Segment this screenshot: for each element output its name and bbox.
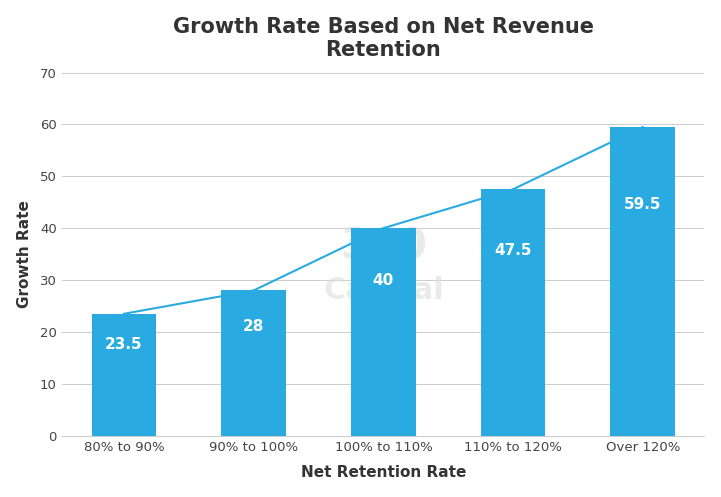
- Bar: [481, 189, 546, 436]
- Text: 59.5: 59.5: [624, 197, 661, 212]
- X-axis label: Net Retention Rate: Net Retention Rate: [301, 465, 466, 480]
- Bar: [351, 228, 416, 436]
- Text: Capital: Capital: [323, 276, 443, 305]
- Text: 40: 40: [373, 272, 394, 288]
- Text: 47.5: 47.5: [495, 244, 532, 258]
- Text: 28: 28: [243, 319, 265, 334]
- Text: 23.5: 23.5: [105, 337, 143, 352]
- Y-axis label: Growth Rate: Growth Rate: [17, 200, 32, 308]
- Bar: [92, 314, 156, 436]
- Bar: [221, 290, 286, 436]
- Title: Growth Rate Based on Net Revenue
Retention: Growth Rate Based on Net Revenue Retenti…: [173, 17, 594, 60]
- Text: 360: 360: [340, 226, 427, 268]
- Bar: [610, 127, 675, 436]
